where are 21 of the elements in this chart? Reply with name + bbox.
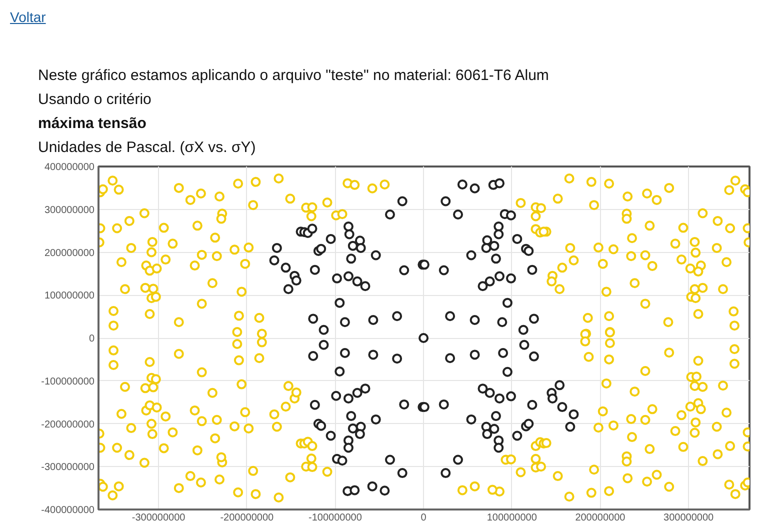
- y-tick-label: 300000000: [44, 204, 95, 216]
- chart-subtitle: Usando o critério: [38, 90, 152, 110]
- y-tick-label: 400000000: [44, 162, 95, 173]
- x-tick-label: -300000000: [132, 512, 186, 524]
- y-tick-label: 0: [88, 334, 95, 344]
- x-tick-label: 200000000: [575, 512, 626, 524]
- y-tick-label: -300000000: [41, 462, 95, 474]
- x-tick-label: 0: [420, 512, 427, 524]
- text: Voltar: [10, 8, 46, 27]
- y-tick-label: 100000000: [44, 290, 95, 302]
- chart-title: Neste gráfico estamos aplicando o arquivo "teste" no material: 6061-T6 Alum: [38, 66, 549, 86]
- x-tick-label: -100000000: [308, 512, 362, 524]
- y-tick-label: -200000000: [41, 419, 95, 430]
- x-tick-label: 100000000: [486, 512, 538, 524]
- text: Unidades de Pascal. (σX vs. σY): [38, 138, 256, 158]
- x-tick-label: 300000000: [664, 512, 714, 524]
- y-tick-label: -100000000: [41, 376, 95, 388]
- text: máxima tensão: [38, 114, 146, 134]
- y-tick-label: 200000000: [44, 248, 95, 259]
- x-tick-label: -200000000: [220, 512, 274, 524]
- y-tick-label: -400000000: [41, 505, 95, 516]
